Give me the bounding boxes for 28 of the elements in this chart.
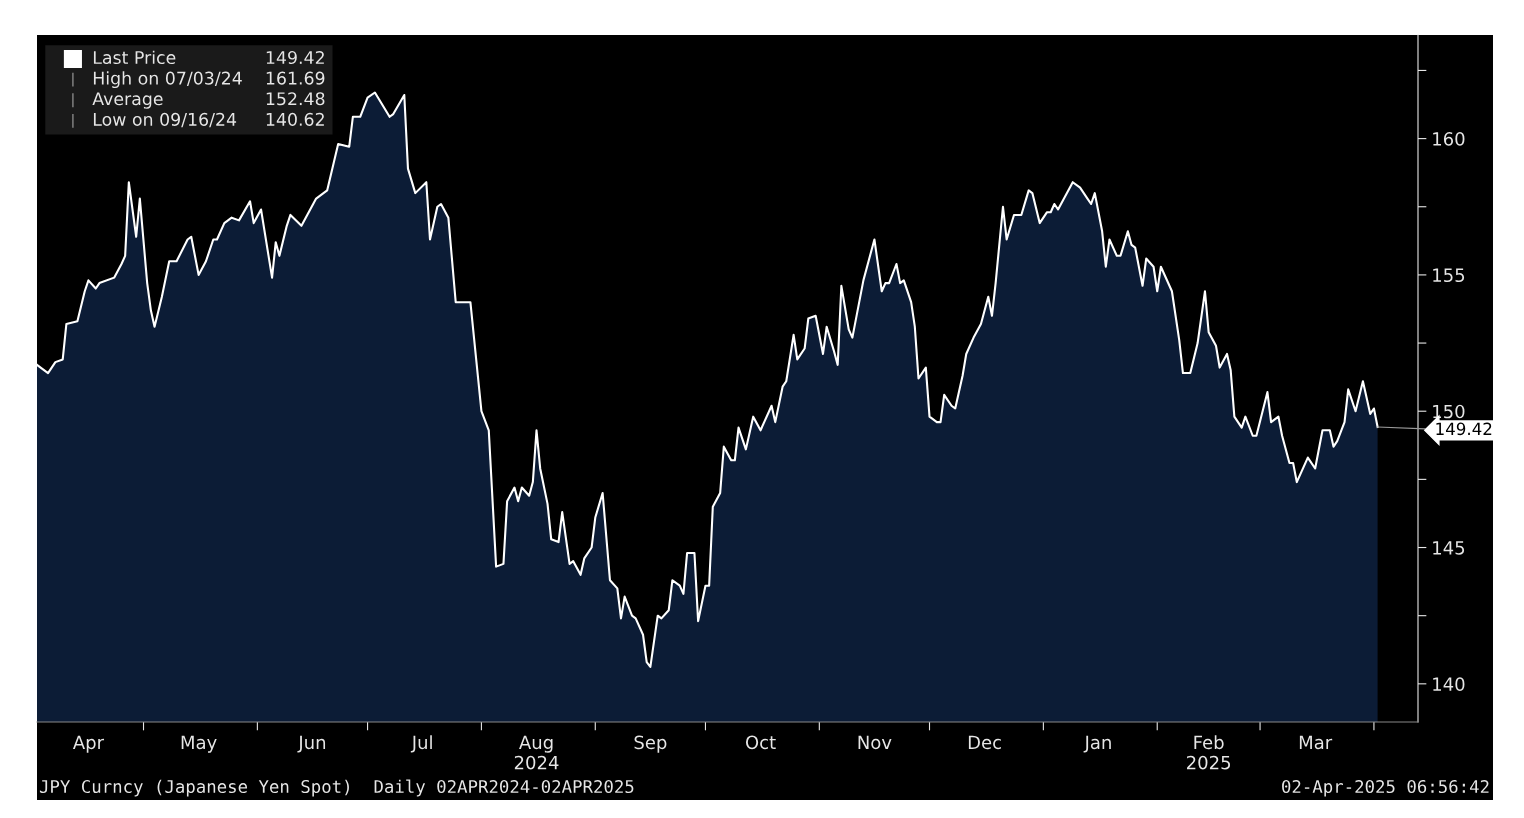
x-tick-label: Sep <box>634 735 667 753</box>
annotation: 149.42 <box>1436 422 1492 436</box>
text: JPY Curncy (Japanese Yen Spot) Daily 02APR2024-02APR2025 <box>39 779 634 797</box>
x-tick-label: Oct <box>745 735 776 750</box>
x-tick-label: Nov <box>858 735 892 750</box>
x-tick-label: Aug 2024 <box>514 735 559 770</box>
annotation: 161.69 <box>266 71 325 85</box>
x-tick-label: Jul <box>410 735 432 753</box>
annotation: Low on 09/16/24 <box>93 112 237 128</box>
x-tick-label: Jun <box>297 735 326 753</box>
legend-label: Last Price <box>93 50 176 65</box>
x-tick-label: Apr <box>72 735 105 753</box>
annotation: 140.62 <box>266 112 324 126</box>
text: 02-Apr-2025 06:56:42 <box>1282 779 1489 797</box>
y-tick-label: 155 <box>1433 268 1465 283</box>
y-tick-label: 140 <box>1433 677 1465 691</box>
x-tick-label: Dec <box>968 735 1001 750</box>
annotation: High on 07/03/24 <box>93 71 242 89</box>
y-tick-label: 160 <box>1433 132 1465 146</box>
x-tick-label: Feb 2025 <box>1186 735 1231 770</box>
x-tick-label: May <box>181 735 217 753</box>
annotation: 152.48 <box>266 92 325 106</box>
y-tick-label: 150 <box>1433 404 1465 419</box>
annotation: 149.42 <box>266 50 324 65</box>
x-tick-label: Jan <box>1083 735 1111 753</box>
x-tick-label: Mar <box>1299 735 1333 750</box>
annotation: Average <box>92 92 163 109</box>
y-tick-label: 145 <box>1433 541 1465 555</box>
